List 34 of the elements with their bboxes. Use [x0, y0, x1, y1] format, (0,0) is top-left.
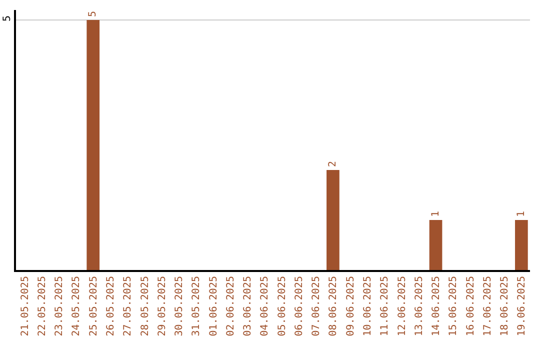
x-tick-label: 19.06.2025 [516, 276, 528, 336]
x-tick-label: 07.06.2025 [311, 276, 322, 336]
x-tick-label: 22.05.2025 [36, 276, 48, 336]
x-tick-label: 03.06.2025 [242, 276, 254, 336]
x-tick-label: 09.06.2025 [345, 276, 356, 336]
x-tick-label: 15.06.2025 [448, 276, 460, 336]
x-tick-label: 17.06.2025 [482, 276, 494, 336]
x-tick-label: 16.06.2025 [465, 276, 476, 336]
x-tick-label: 29.05.2025 [156, 276, 168, 336]
x-tick-label: 27.05.2025 [122, 276, 134, 336]
x-tick-label: 21.05.2025 [20, 276, 31, 336]
x-tick-label: 08.06.2025 [328, 276, 340, 336]
data-label: 1 [430, 210, 442, 217]
data-label: 2 [327, 160, 338, 167]
x-tick-label: 30.05.2025 [174, 276, 186, 336]
x-tick-label: 18.06.2025 [500, 276, 511, 336]
data-label: 5 [88, 10, 99, 17]
x-tick-label: 26.05.2025 [105, 276, 116, 336]
x-tick-label: 14.06.2025 [431, 276, 442, 336]
x-tick-label: 23.05.2025 [54, 276, 66, 336]
x-tick-label: 12.06.2025 [396, 276, 408, 336]
x-tick-label: 24.05.2025 [71, 276, 82, 336]
x-tick-label: 02.06.2025 [225, 276, 236, 336]
x-tick-label: 06.06.2025 [294, 276, 305, 336]
x-tick-label: 13.06.2025 [414, 276, 425, 336]
x-tick-label: 25.05.2025 [88, 276, 100, 336]
x-tick-label: 01.06.2025 [208, 276, 220, 336]
data-label: 1 [516, 210, 527, 217]
x-tick-label: 31.05.2025 [191, 276, 202, 336]
x-tick-label: 11.06.2025 [380, 276, 391, 336]
x-tick-label: 10.06.2025 [362, 276, 374, 336]
x-tick-label: 04.06.2025 [260, 276, 271, 336]
x-tick-label: 05.06.2025 [276, 276, 288, 336]
x-tick-label: 28.05.2025 [140, 276, 151, 336]
